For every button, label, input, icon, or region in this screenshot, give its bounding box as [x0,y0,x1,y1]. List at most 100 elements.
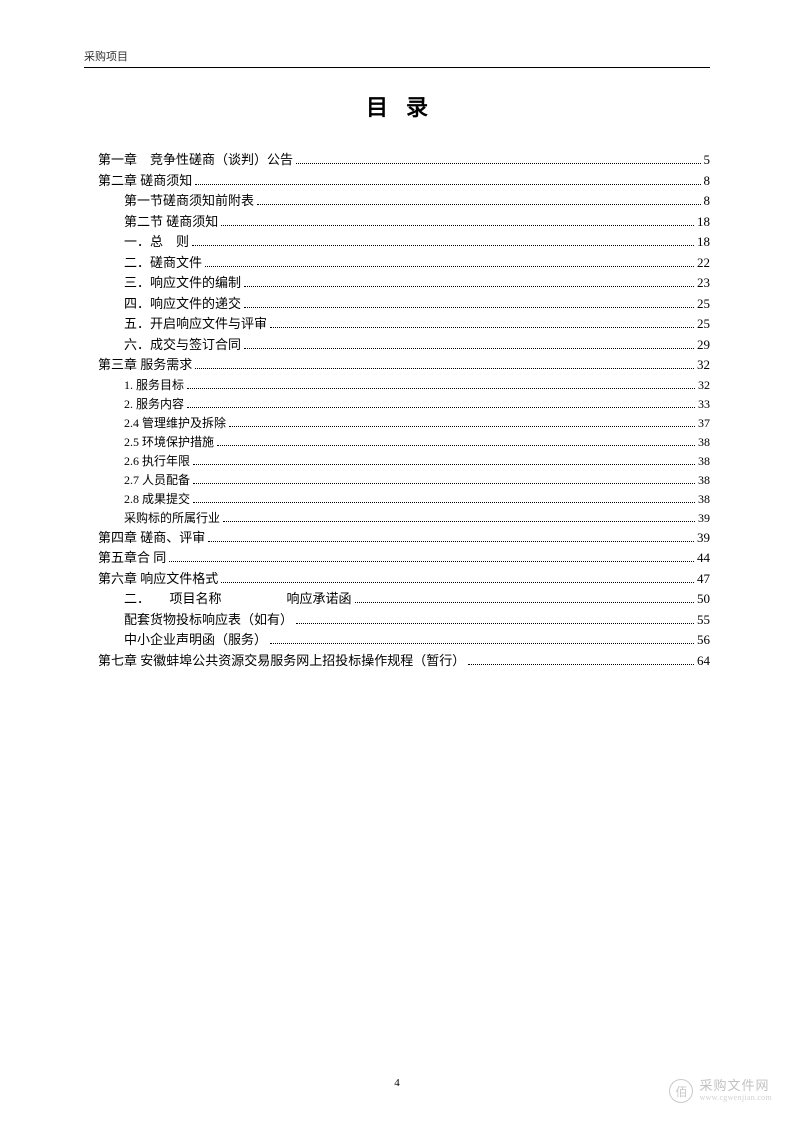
toc-row: 1. 服务目标 32 [98,376,710,394]
toc-dots [468,664,694,665]
toc-dots [270,643,694,644]
toc-dots [193,464,695,465]
toc-page: 32 [698,376,710,394]
toc-page: 38 [698,452,710,470]
toc-dots [244,286,694,287]
toc-page: 44 [697,548,710,568]
toc-dots [169,561,694,562]
toc-row: 2.6 执行年限 38 [98,452,710,470]
toc-label: 第六章 响应文件格式 [98,569,218,589]
toc-page: 38 [698,471,710,489]
toc-label: 1. 服务目标 [124,376,184,394]
toc-page: 18 [697,232,710,252]
toc-dots [193,483,695,484]
toc-label: 一．总 则 [124,232,189,252]
toc-dots [187,388,695,389]
toc-label: 五．开启响应文件与评审 [124,314,267,334]
toc-dots [195,184,700,185]
toc-row: 第三章 服务需求 32 [98,355,710,375]
toc-page: 25 [697,314,710,334]
toc-page: 38 [698,490,710,508]
toc-label: 第二节 磋商须知 [124,212,218,232]
toc-row: 第一节磋商须知前附表 8 [98,191,710,211]
toc-row: 第二章 磋商须知 8 [98,171,710,191]
toc-label: 第三章 服务需求 [98,355,192,375]
toc-page: 56 [697,630,710,650]
toc-page: 5 [704,150,711,170]
toc-label: 四．响应文件的递交 [124,294,241,314]
toc-dots [192,245,694,246]
toc-row: 2.7 人员配备 38 [98,471,710,489]
toc-row: 配套货物投标响应表（如有） 55 [98,610,710,630]
toc-row: 四．响应文件的递交 25 [98,294,710,314]
toc-dots [244,307,694,308]
toc-dots [296,163,700,164]
toc-row: 三．响应文件的编制23 [98,273,710,293]
toc-page: 32 [697,355,710,375]
toc-page: 25 [697,294,710,314]
toc-page: 29 [697,335,710,355]
toc-label: 中小企业声明函（服务） [124,630,267,650]
toc-row: 第七章 安徽蚌埠公共资源交易服务网上招投标操作规程（暂行） 64 [98,651,710,671]
toc-label: 2.6 执行年限 [124,452,190,470]
toc-row: 第二节 磋商须知 18 [98,212,710,232]
toc-dots [208,541,694,542]
watermark: 佰 采购文件网 www.cgwenjian.com [669,1079,772,1103]
toc-dots [221,582,694,583]
toc-label: 六．成交与签订合同 [124,335,241,355]
toc-page: 50 [697,589,710,609]
toc-row: 五．开启响应文件与评审 25 [98,314,710,334]
toc-label: 第五章合 同 [98,548,166,568]
toc-label: 第二章 磋商须知 [98,171,192,191]
toc-label: 第一节磋商须知前附表 [124,191,254,211]
toc-row: 第六章 响应文件格式 47 [98,569,710,589]
toc-page: 8 [704,171,711,191]
toc-page: 47 [697,569,710,589]
toc-dots [187,407,695,408]
toc-dots [244,348,694,349]
toc-row: 2. 服务内容 33 [98,395,710,413]
toc-page: 55 [697,610,710,630]
toc-row: 采购标的所属行业 39 [98,509,710,527]
toc-page: 64 [697,651,710,671]
toc-row: 中小企业声明函（服务） 56 [98,630,710,650]
toc-dots [205,266,694,267]
toc-row: 二．磋商文件22 [98,253,710,273]
toc-dots [223,521,695,522]
toc-dots [193,502,695,503]
toc-dots [355,602,694,603]
toc-row: 第四章 磋商、评审39 [98,528,710,548]
toc-page: 37 [698,414,710,432]
header-label: 采购项目 [84,48,710,68]
page-title: 目录 [84,90,710,122]
toc-label: 二． 项目名称 响应承诺函 [124,589,352,609]
toc-label: 2. 服务内容 [124,395,184,413]
toc-dots [257,204,700,205]
toc-dots [270,327,694,328]
toc-row: 2.4 管理维护及拆除 37 [98,414,710,432]
toc-label: 采购标的所属行业 [124,509,220,527]
toc-label: 2.7 人员配备 [124,471,190,489]
toc-label: 2.5 环境保护措施 [124,433,214,451]
toc-label: 二．磋商文件 [124,253,202,273]
toc-page: 8 [704,191,711,211]
toc-row: 二． 项目名称 响应承诺函 50 [98,589,710,609]
toc-label: 第七章 安徽蚌埠公共资源交易服务网上招投标操作规程（暂行） [98,651,465,671]
toc-label: 第四章 磋商、评审 [98,528,205,548]
toc-dots [221,225,694,226]
toc-row: 第一章 竞争性磋商（谈判）公告5 [98,150,710,170]
toc-row: 一．总 则 18 [98,232,710,252]
toc-dots [195,368,694,369]
toc-dots [217,445,695,446]
watermark-text: 采购文件网 www.cgwenjian.com [699,1079,772,1102]
toc-row: 六．成交与签订合同 29 [98,335,710,355]
toc-page: 33 [698,395,710,413]
toc-page: 39 [698,509,710,527]
toc-label: 配套货物投标响应表（如有） [124,610,293,630]
table-of-contents: 第一章 竞争性磋商（谈判）公告5第二章 磋商须知8第一节磋商须知前附表8第二节 … [98,150,710,670]
watermark-url: www.cgwenjian.com [699,1094,772,1103]
toc-page: 38 [698,433,710,451]
toc-row: 2.5 环境保护措施 38 [98,433,710,451]
toc-label: 2.4 管理维护及拆除 [124,414,226,432]
toc-page: 18 [697,212,710,232]
